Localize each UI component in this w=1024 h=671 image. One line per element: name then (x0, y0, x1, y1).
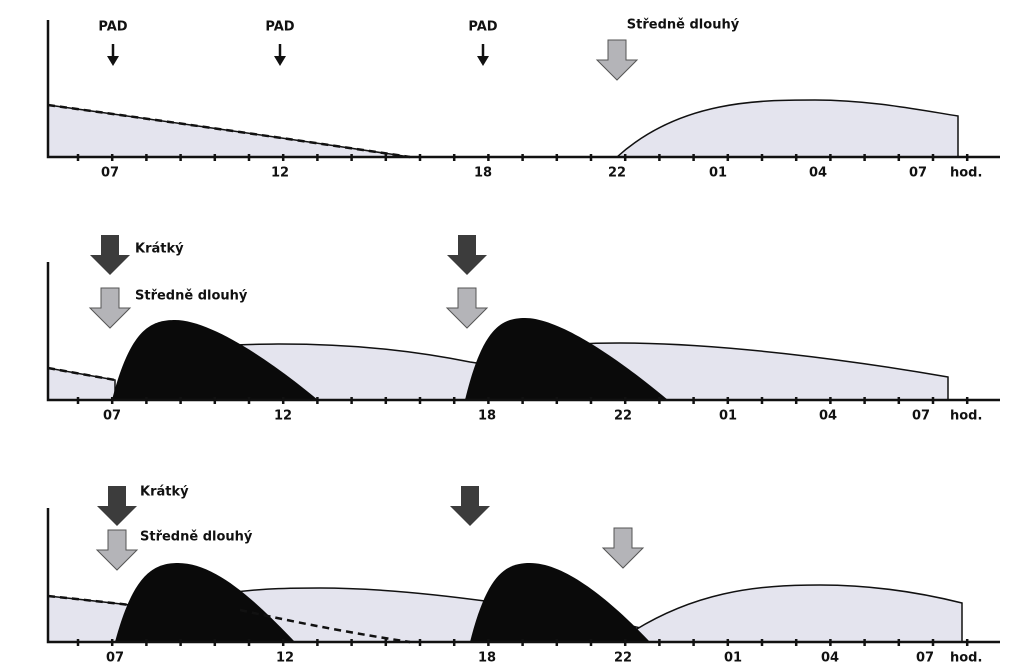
tick-label: 04 (809, 166, 827, 181)
area (47, 367, 116, 401)
arrow (447, 235, 487, 275)
label: Středně dlouhý (140, 530, 253, 545)
panel-2: Krátký Středně dlouhý (46, 235, 1000, 402)
tick-label: 18 (478, 651, 496, 666)
hump (115, 563, 295, 642)
arrow (450, 486, 490, 526)
tick-label: 12 (271, 166, 289, 181)
tick-label: 01 (724, 651, 742, 666)
hump (470, 563, 650, 642)
tick-label: 01 (719, 409, 737, 424)
arrow (89, 287, 131, 329)
tick-label: 07 (103, 409, 121, 424)
axis (46, 508, 1000, 644)
label: PAD (98, 20, 127, 35)
tick-label: 18 (478, 409, 496, 424)
panel-1: PAD PAD PAD Středně dlouhý (46, 18, 1000, 159)
hump (112, 320, 318, 400)
tick-label: 22 (614, 651, 632, 666)
arrow (90, 235, 130, 275)
arrow (105, 42, 121, 68)
tick-label: 07 (106, 651, 124, 666)
tick-label: 22 (614, 409, 632, 424)
label: Středně dlouhý (135, 289, 248, 304)
label: Krátký (140, 485, 189, 500)
dashed-curve (47, 103, 411, 159)
tick-label: 04 (819, 409, 837, 424)
tick-label: 18 (474, 166, 492, 181)
panel-3: Krátký Středně dlouhý (46, 485, 1000, 644)
area (614, 584, 963, 643)
tick-label: 04 (821, 651, 839, 666)
label: Krátký (135, 242, 184, 257)
tick-label: 07 (912, 409, 930, 424)
arrow (97, 486, 137, 526)
axis (46, 20, 1000, 159)
dashed-curve (239, 608, 411, 644)
arrow (272, 42, 288, 68)
tick-label: 07 (909, 166, 927, 181)
arrow (475, 42, 491, 68)
tick-label: 12 (276, 651, 294, 666)
unit-label: hod. (950, 651, 982, 666)
tick-label: 01 (709, 166, 727, 181)
tick-label: 07 (101, 166, 119, 181)
label: PAD (265, 20, 294, 35)
hump (465, 318, 668, 400)
tick-label: 22 (608, 166, 626, 181)
area (615, 99, 959, 158)
axis (46, 262, 1000, 402)
unit-label: hod. (950, 409, 982, 424)
arrow (96, 529, 138, 571)
arrow (596, 39, 638, 81)
arrow (446, 287, 488, 329)
label: PAD (468, 20, 497, 35)
unit-label: hod. (950, 166, 982, 181)
label: Středně dlouhý (627, 18, 740, 33)
arrow (602, 527, 644, 569)
tick-label: 07 (916, 651, 934, 666)
tick-label: 12 (274, 409, 292, 424)
